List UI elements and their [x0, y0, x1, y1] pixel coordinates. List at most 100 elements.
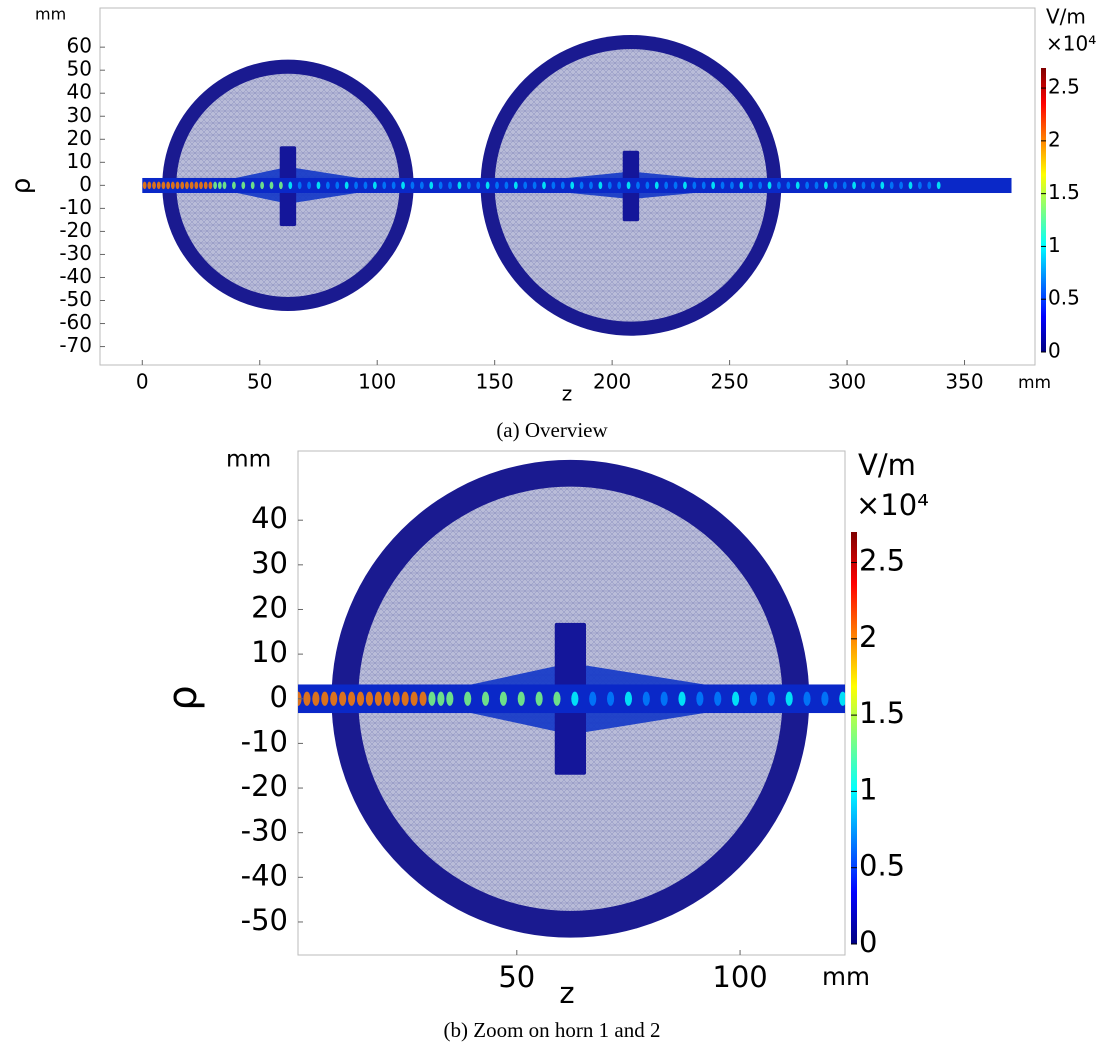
field-spot	[701, 181, 706, 190]
field-spot	[678, 691, 686, 706]
colorbar-tick-label: 1.5	[859, 696, 905, 730]
field-spot	[852, 181, 856, 190]
field-spot	[485, 181, 490, 190]
field-spot	[880, 181, 885, 190]
panel: 0 50 100 150 200 250 300 3506050403020100-10-20…	[7, 5, 1097, 442]
y-axis-label: ρ	[160, 685, 206, 710]
field-spot	[1000, 692, 1007, 706]
x-tick-label: 100	[712, 960, 767, 994]
field-spot	[344, 181, 349, 190]
field-spot	[714, 691, 722, 706]
y-tick-label: 40	[251, 501, 288, 535]
x-tick-label: 0	[136, 370, 149, 394]
x-axis-label: z	[559, 976, 574, 1010]
field-spot	[767, 691, 775, 706]
field-spot	[374, 691, 382, 706]
field-spot	[730, 181, 734, 190]
field-spot	[250, 181, 255, 190]
field-spot	[542, 181, 546, 190]
field-spot	[476, 181, 481, 190]
field-spot	[636, 181, 640, 190]
field-spot	[911, 692, 918, 706]
field-spot	[208, 181, 213, 190]
field-spot	[457, 181, 462, 190]
field-spot	[532, 181, 537, 190]
field-spot	[517, 691, 525, 706]
y-tick-label: 50	[67, 57, 92, 81]
y-tick-label: -10	[241, 724, 288, 758]
field-spot	[551, 181, 556, 190]
colorbar-unit: V/m	[858, 448, 916, 482]
y-tick-label: -30	[241, 814, 288, 848]
field-spot	[946, 692, 953, 706]
field-spot	[758, 181, 763, 190]
field-spot	[428, 691, 436, 706]
field-spot	[696, 691, 704, 706]
field-spot	[889, 181, 894, 190]
field-spot	[749, 691, 758, 706]
field-spot	[821, 691, 829, 706]
field-spot	[495, 181, 499, 190]
field-spot	[419, 691, 427, 706]
field-spot	[147, 181, 152, 190]
field-spot	[803, 691, 811, 706]
y-tick-label: 10	[67, 149, 92, 173]
y-tick-label: -70	[59, 333, 92, 357]
field-spot	[936, 181, 941, 190]
field-spot	[279, 181, 283, 190]
y-tick-label: -30	[59, 241, 92, 265]
field-spot	[312, 691, 320, 706]
field-spot	[410, 181, 415, 190]
field-spot	[833, 181, 838, 190]
field-spot	[321, 691, 329, 706]
field-spot	[437, 691, 445, 706]
field-spot	[908, 181, 913, 190]
field-spot	[553, 691, 561, 706]
y-tick-label: 60	[67, 34, 92, 58]
field-spot	[1089, 692, 1096, 706]
y-tick-label: -50	[241, 903, 288, 937]
field-spot	[1036, 692, 1043, 706]
y-tick-label: 20	[251, 590, 288, 624]
y-tick-label: 20	[67, 126, 92, 150]
field-spot	[606, 691, 615, 706]
colorbar-multiplier: ×10⁴	[856, 488, 929, 522]
field-spot	[464, 691, 472, 706]
field-spot	[523, 181, 528, 190]
field-spot	[899, 181, 903, 190]
field-spot	[589, 181, 593, 190]
field-spot	[446, 691, 454, 706]
beam-region	[963, 672, 1104, 726]
y-tick-label: 30	[251, 546, 288, 580]
field-spot	[189, 181, 194, 190]
field-spot	[307, 181, 311, 190]
field-spot	[786, 181, 791, 190]
y-tick-label: -20	[59, 218, 92, 242]
field-spot	[152, 181, 156, 190]
colorbar-tick-label: 1	[1048, 233, 1061, 257]
colorbar	[851, 532, 857, 944]
field-spot	[217, 181, 222, 190]
y-tick-label: 40	[67, 80, 92, 104]
field-spot	[288, 181, 293, 190]
field-spot	[481, 691, 490, 706]
field-spot	[785, 691, 793, 706]
waveguide	[142, 177, 1012, 194]
field-spot	[391, 181, 396, 190]
x-tick-label: 50	[498, 960, 535, 994]
field-spot	[814, 181, 819, 190]
y-tick-label: -20	[241, 769, 288, 803]
field-spot	[842, 181, 847, 190]
field-spot	[175, 181, 180, 190]
x-tick-label: 200	[593, 370, 631, 394]
colorbar-tick-label: 0	[1048, 339, 1061, 363]
colorbar-tick-label: 2.5	[1048, 75, 1080, 99]
field-spot	[429, 181, 434, 190]
x-tick-label: 250	[711, 370, 749, 394]
colorbar-tick-label: 1	[859, 772, 877, 806]
y-unit: mm	[226, 446, 271, 473]
field-spot	[330, 691, 338, 706]
field-spot	[438, 181, 443, 190]
field-spot	[156, 181, 161, 190]
